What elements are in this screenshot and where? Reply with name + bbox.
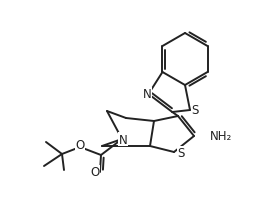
Text: O: O xyxy=(90,166,100,179)
Text: N: N xyxy=(119,133,127,146)
Text: N: N xyxy=(143,88,152,101)
Text: S: S xyxy=(191,104,199,117)
Text: O: O xyxy=(75,139,85,152)
Text: S: S xyxy=(177,147,185,160)
Text: NH₂: NH₂ xyxy=(210,129,232,142)
